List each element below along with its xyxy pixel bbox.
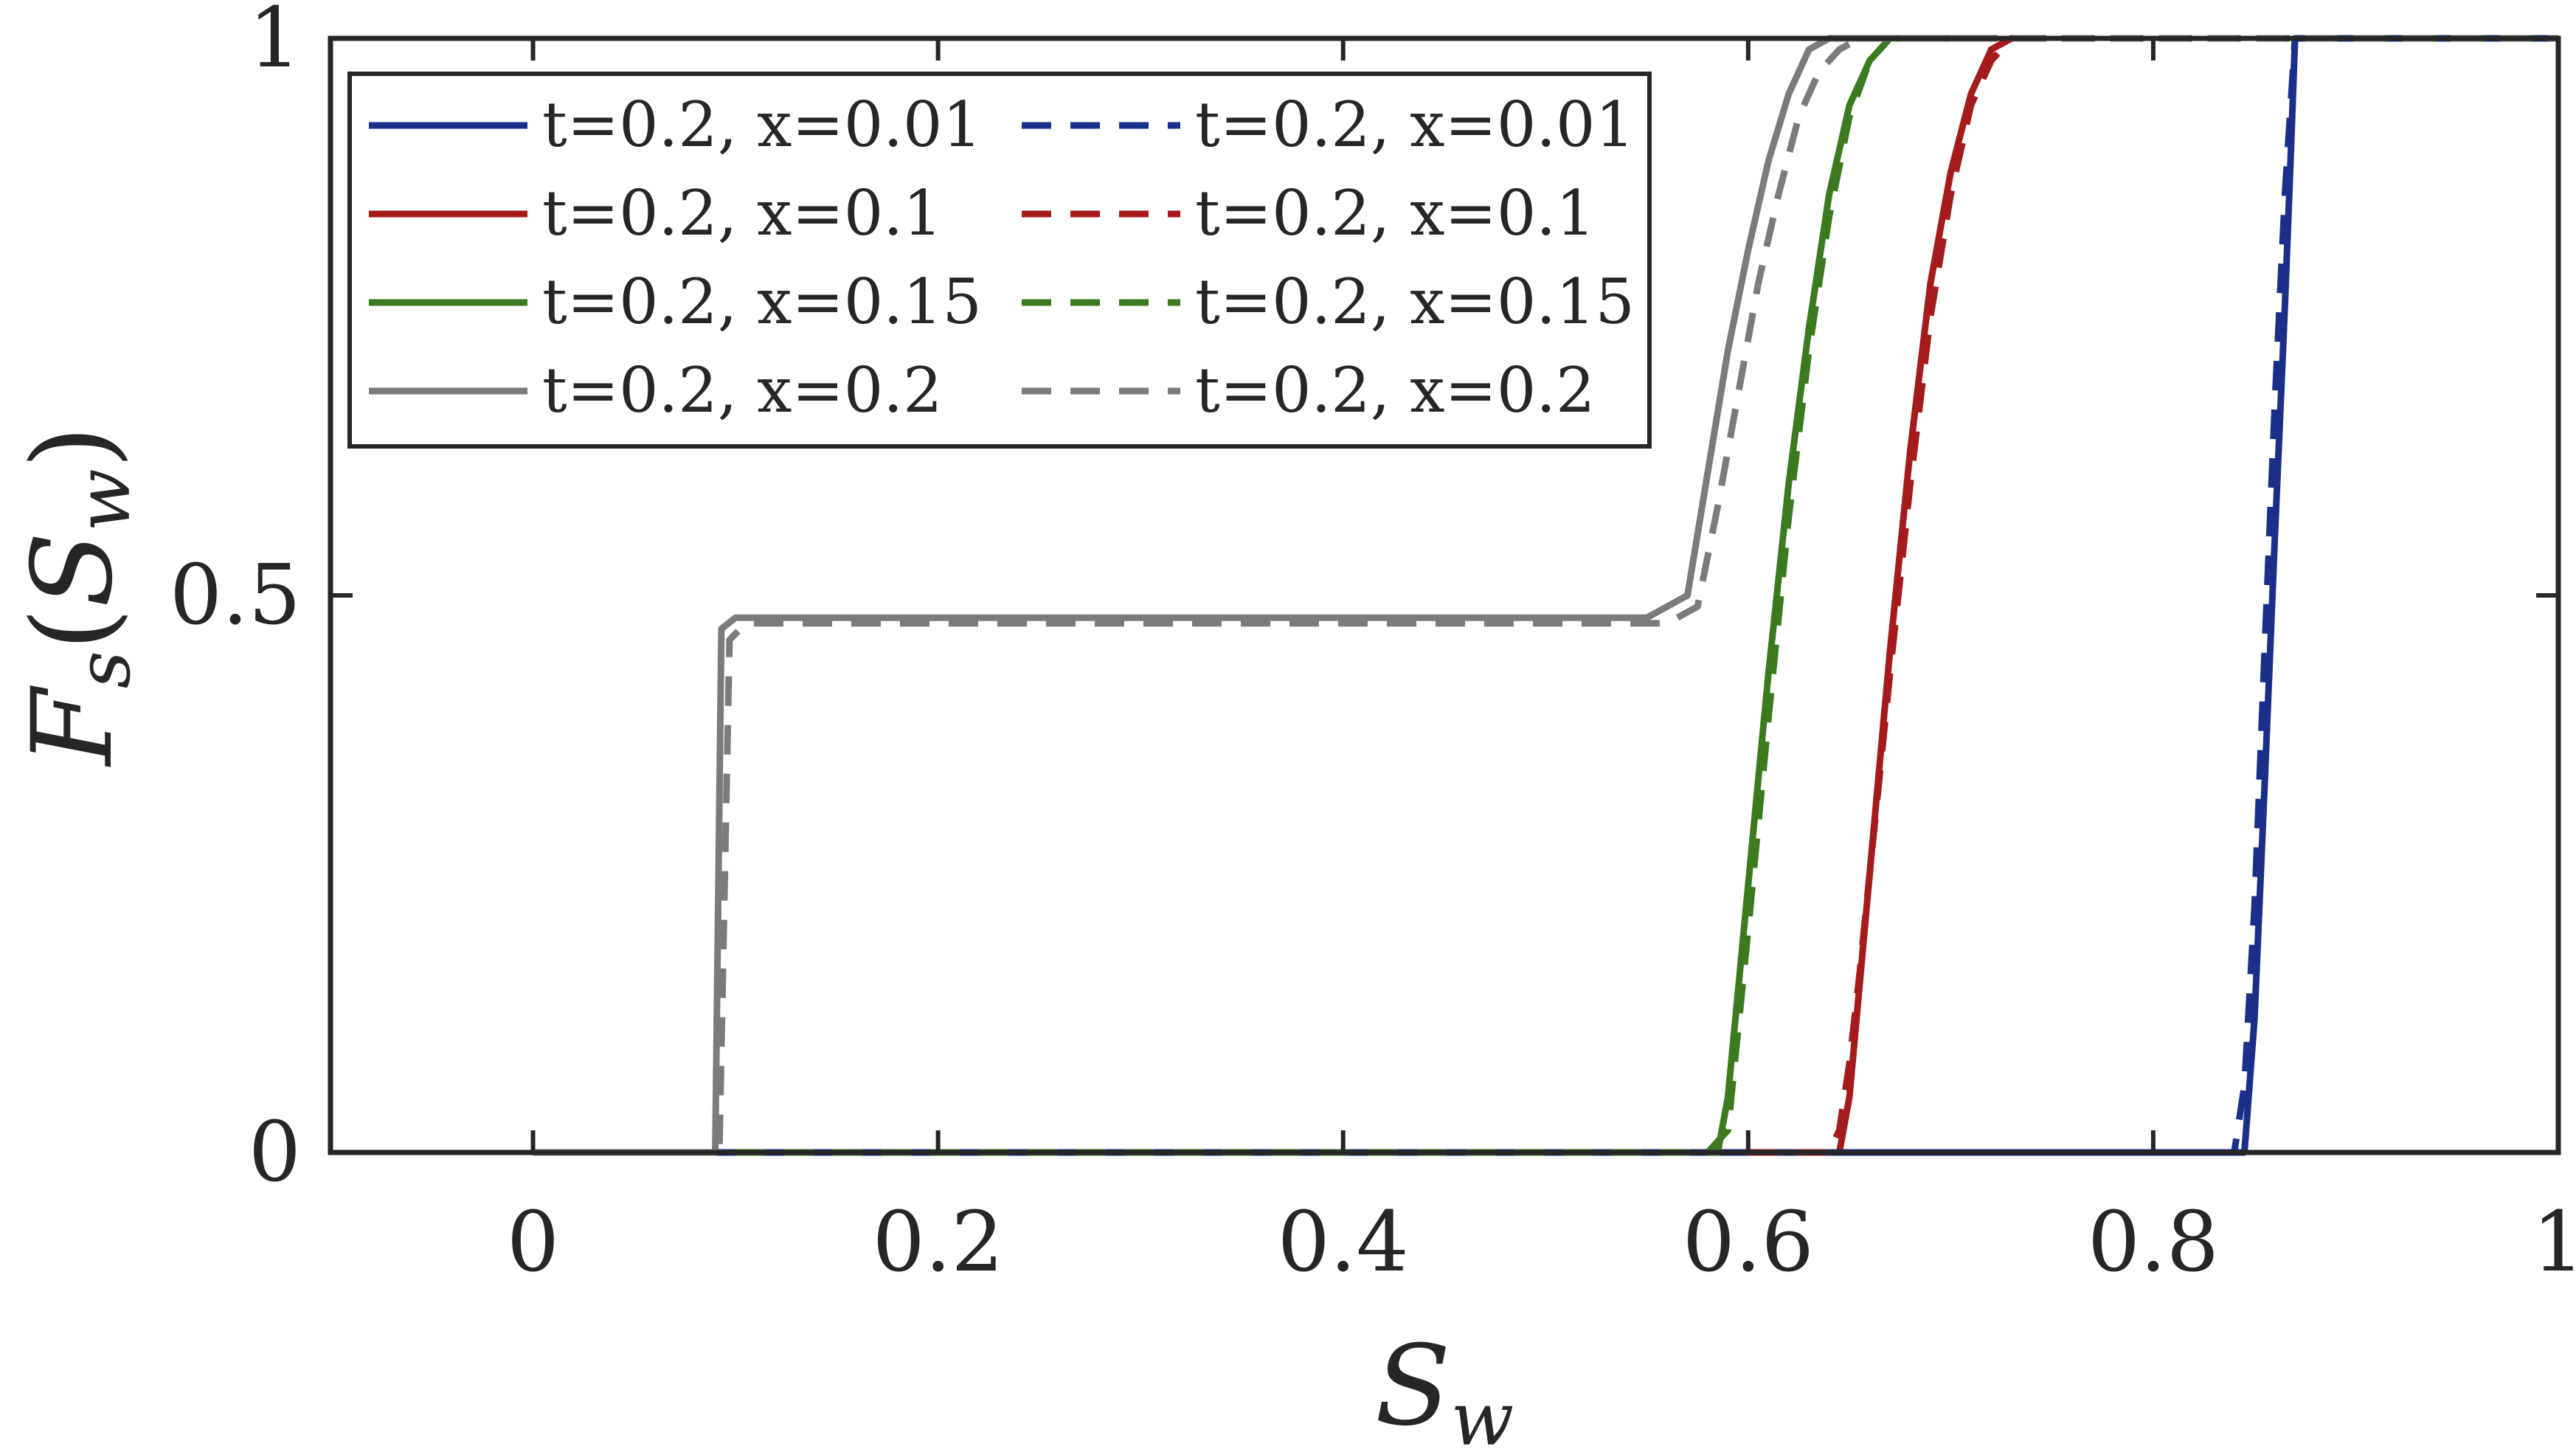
legend-entry-label: t=0.2, x=0.01 <box>542 89 982 161</box>
x-tick-label: 0.4 <box>1278 1195 1409 1290</box>
legend-entry-label: t=0.2, x=0.15 <box>542 266 982 338</box>
svg-text:Fs(Sw): Fs(Sw) <box>9 426 147 768</box>
x-tick-label: 1 <box>2532 1195 2576 1290</box>
series-line-dashed-1 <box>1829 35 2558 1156</box>
legend-box <box>347 72 1652 449</box>
legend-entry-label: t=0.2, x=0.1 <box>1195 177 1595 249</box>
x-tick-label: 0 <box>507 1195 559 1290</box>
series-layer <box>533 35 2558 1156</box>
legend-entry-label: t=0.2, x=0.15 <box>1195 266 1635 338</box>
ticks-layer: 0 0.2 0.4 0.6 0.8 1 0 0.5 1 <box>170 0 2576 1290</box>
x-axis-title: Sw <box>1375 1322 1514 1452</box>
x-tick-label: 0.2 <box>873 1195 1004 1290</box>
legend-entry-label: t=0.2, x=0.01 <box>1195 89 1635 161</box>
x-tick-label: 0.8 <box>2088 1195 2219 1290</box>
legend-entry-label: t=0.2, x=0.2 <box>1195 354 1595 426</box>
legend: t=0.2, x=0.01 t=0.2, x=0.1 t=0.2, x=0.15 t=… <box>347 72 1652 449</box>
svg-text:Sw: Sw <box>1375 1322 1514 1452</box>
y-tick-label: 0.5 <box>170 547 301 643</box>
y-axis-title: Fs(Sw) <box>9 426 147 768</box>
series-line-dashed-3 <box>735 35 2558 1156</box>
x-tick-label: 0.6 <box>1683 1195 1814 1290</box>
series-line-solid-3 <box>1707 35 1911 1156</box>
y-tick-label: 0 <box>249 1104 301 1200</box>
series-line-dashed-2 <box>1748 35 2032 1156</box>
y-tick-label: 1 <box>249 0 301 86</box>
legend-entry-label: t=0.2, x=0.1 <box>542 177 942 249</box>
series-line-solid-2 <box>1829 35 2032 1156</box>
legend-entry-label: t=0.2, x=0.2 <box>542 354 942 426</box>
series-line-dashed-4 <box>533 35 2558 1156</box>
